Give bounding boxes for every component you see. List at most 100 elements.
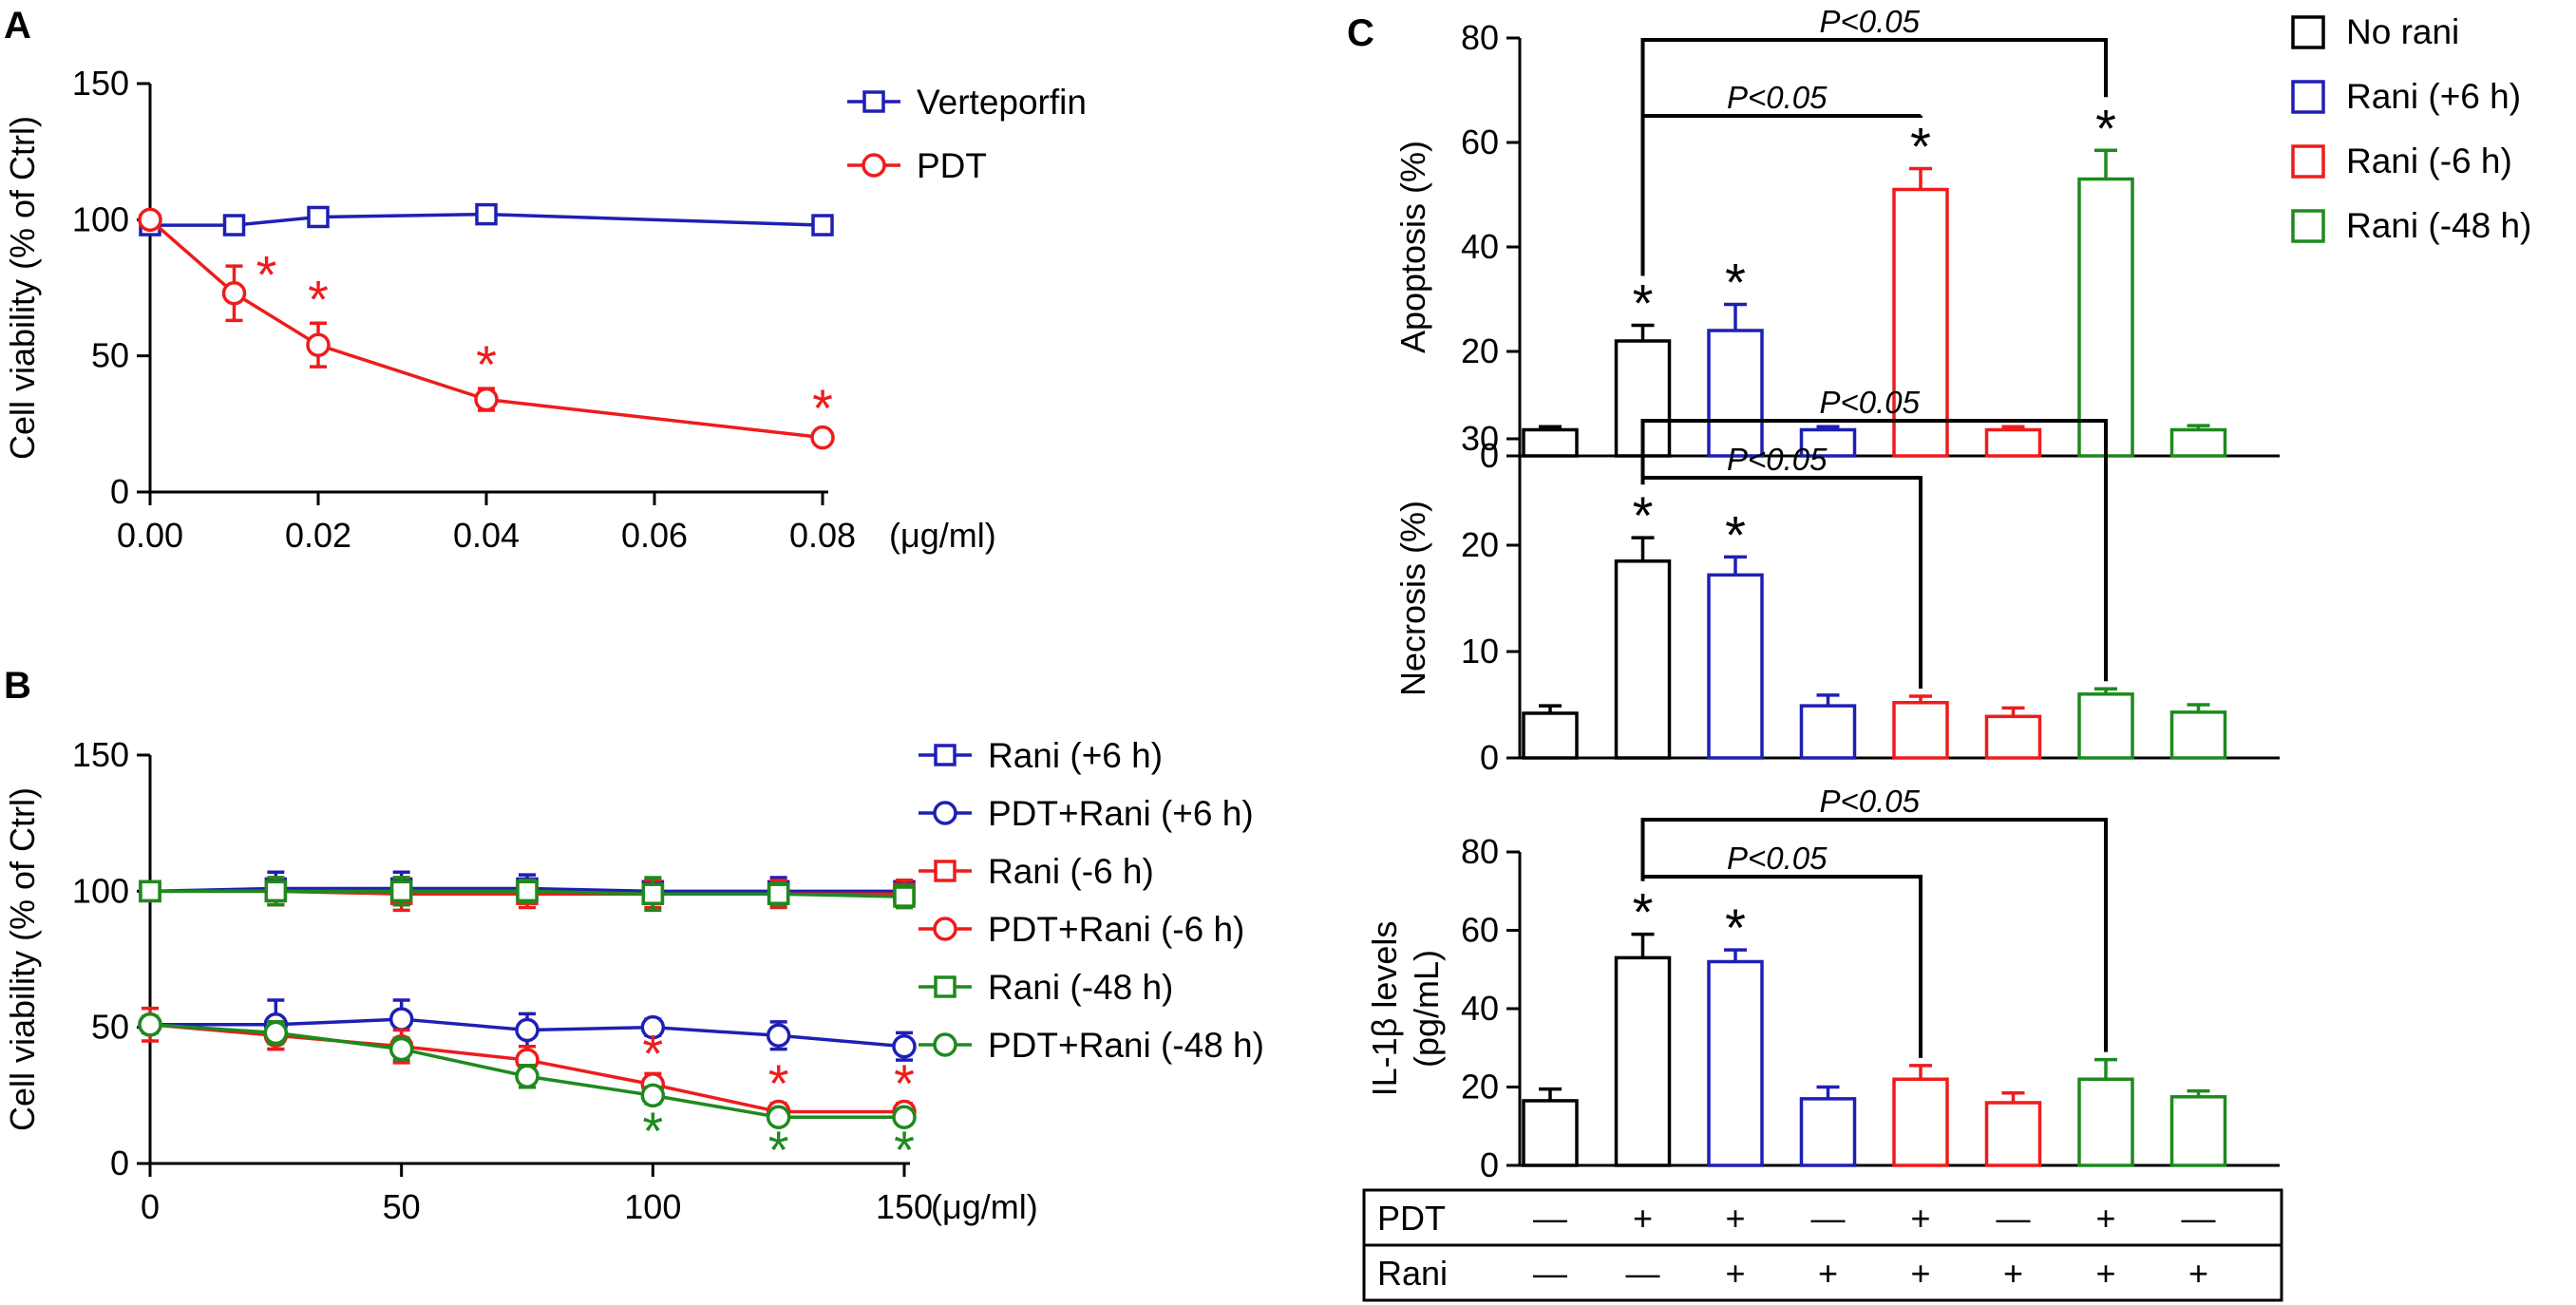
table-cell: —: [2182, 1199, 2216, 1238]
data-point: [221, 280, 247, 306]
legend-label: Rani (-48 h): [988, 968, 1173, 1007]
legend-marker: [862, 153, 886, 178]
p-value-label: P<0.05: [1819, 4, 1920, 39]
panel-letter-b: B: [4, 665, 31, 707]
comparison-bracket: [1640, 875, 1923, 1058]
significance-star: *: [768, 1053, 789, 1113]
bar: [1984, 427, 2042, 458]
legend-marker: [934, 744, 957, 766]
panel-letter-c: C: [1347, 12, 1374, 54]
comparison-bracket: [1640, 818, 2108, 1052]
data-point: [264, 879, 288, 903]
bar: [1522, 1099, 1579, 1167]
table-row-label: PDT: [1377, 1199, 1446, 1238]
legend-swatch: [2291, 15, 2325, 49]
data-point: [766, 1105, 791, 1130]
table-cell: —: [1811, 1199, 1846, 1238]
y-tick-label: 0: [1480, 436, 1499, 475]
legend-marker: [933, 917, 957, 941]
bar: [1614, 955, 1672, 1167]
y-tick-label: 100: [72, 199, 129, 238]
y-tick-label: 0: [1480, 738, 1499, 777]
y-tick-label: 0: [110, 1144, 129, 1182]
bar: [2077, 1077, 2134, 1167]
significance-star: *: [476, 334, 497, 394]
bar: [2077, 692, 2134, 760]
x-tick-label: 50: [383, 1187, 421, 1226]
y-tick-label: 60: [1461, 911, 1499, 950]
x-tick-label: 0.08: [789, 516, 856, 555]
table-cell: —: [1997, 1199, 2031, 1238]
y-tick-label: 40: [1461, 227, 1499, 266]
p-value-label: P<0.05: [1727, 80, 1828, 115]
y-tick-label: 50: [91, 1008, 129, 1047]
data-point: [811, 214, 834, 236]
p-value-label: P<0.05: [1727, 841, 1828, 876]
panel-letter-a: A: [4, 5, 31, 47]
data-point: [307, 205, 330, 229]
bar: [1892, 701, 1949, 760]
bar: [2169, 1095, 2227, 1167]
y-tick-label: 80: [1461, 18, 1499, 57]
data-point: [640, 1083, 666, 1108]
data-point: [388, 1007, 414, 1031]
legend-label: PDT: [917, 146, 987, 185]
data-point: [222, 214, 246, 236]
data-point: [306, 332, 331, 357]
bar: [2077, 177, 2134, 458]
y-tick-label: 0: [110, 472, 129, 511]
y-axis-label-line: IL-1β levels: [1365, 921, 1404, 1097]
legend-label: PDT+Rani (-6 h): [988, 910, 1244, 949]
y-tick-label: 60: [1461, 123, 1499, 161]
bar: [1892, 1077, 1949, 1167]
significance-star: *: [2095, 98, 2116, 158]
legend-label: Rani (-48 h): [2346, 206, 2531, 245]
significance-star: *: [1910, 117, 1931, 177]
bar: [2169, 710, 2227, 760]
bar: [1799, 1097, 1857, 1167]
x-tick-label: 0.00: [117, 516, 183, 555]
data-point: [263, 1020, 289, 1046]
p-value-label: P<0.05: [1819, 784, 1920, 819]
panel-c-bar-charts: 0 20 40 60 80 Apoptosis (%) * * * * P<0.05 P<0.05 0 1…: [1362, 4, 2531, 1302]
significance-star: *: [1725, 253, 1746, 312]
significance-star: *: [812, 378, 833, 438]
legend-marker: [934, 975, 957, 998]
bar: [1892, 187, 1949, 458]
table-cell: +: [2003, 1254, 2023, 1293]
y-axis-label-line: (pg/mL): [1407, 950, 1446, 1068]
p-value-label: P<0.05: [1727, 442, 1828, 477]
y-tick-label: 30: [1461, 419, 1499, 458]
significance-star: *: [1633, 882, 1654, 942]
bar: [1707, 329, 1764, 458]
significance-star: *: [1633, 485, 1654, 545]
legend-marker: [933, 801, 957, 825]
data-point: [139, 879, 161, 903]
y-tick-label: 20: [1461, 331, 1499, 370]
data-point: [810, 425, 835, 450]
legend-marker: [934, 860, 957, 882]
data-point: [892, 1033, 917, 1059]
data-point: [388, 1036, 414, 1062]
y-tick-label: 100: [72, 871, 129, 910]
data-point: [389, 879, 413, 903]
x-tick-label: 0: [141, 1187, 160, 1226]
y-tick-label: 20: [1461, 525, 1499, 564]
x-tick-label: 0.04: [453, 516, 520, 555]
legend-swatch: [2291, 80, 2325, 114]
table-cell: +: [1910, 1254, 1930, 1293]
data-point: [767, 882, 790, 905]
significance-star: *: [894, 1120, 915, 1180]
legend-label: Verteporfin: [917, 83, 1087, 122]
table-cell: +: [1910, 1199, 1930, 1238]
x-axis-unit: (μg/ml): [931, 1187, 1038, 1226]
significance-star: *: [308, 269, 329, 329]
data-point: [892, 1105, 917, 1130]
data-point: [138, 1012, 162, 1037]
bar: [1984, 714, 2042, 760]
data-point: [766, 1023, 791, 1049]
data-point: [475, 202, 498, 226]
comparison-bracket: [1640, 476, 1923, 690]
table-cell: +: [2188, 1254, 2208, 1293]
